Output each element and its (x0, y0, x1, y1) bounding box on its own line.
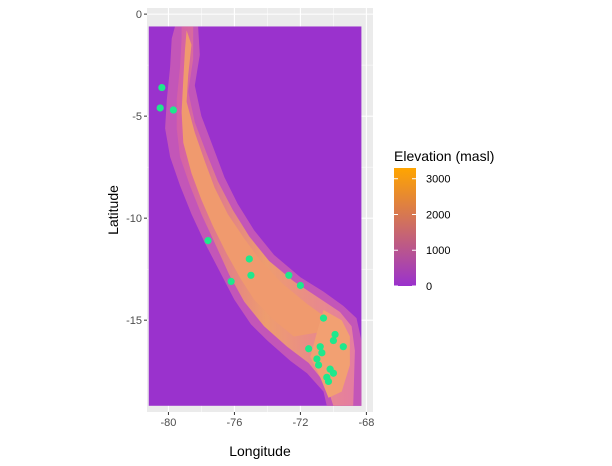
site-point (285, 271, 293, 279)
x-tick-label: -80 (160, 417, 176, 429)
site-point (305, 345, 313, 353)
site-point (204, 237, 212, 245)
site-point (339, 343, 347, 351)
legend-colorbar (394, 168, 416, 286)
site-point (316, 343, 324, 351)
altiplano-highlands (310, 310, 350, 398)
y-tick-label: -5 (132, 111, 142, 123)
site-point (156, 104, 164, 112)
x-axis-title: Longitude (229, 443, 291, 459)
legend: Elevation (masl) 0 1000 2000 3000 (394, 148, 494, 293)
site-point (331, 330, 339, 339)
elevation-raster (148, 26, 362, 406)
site-point (318, 349, 326, 357)
legend-break-label: 1000 (426, 245, 450, 257)
legend-title: Elevation (masl) (394, 148, 494, 164)
site-point (158, 83, 166, 92)
site-point (314, 361, 323, 369)
site-point (313, 355, 321, 363)
y-axis-title: Latitude (105, 185, 121, 235)
site-point (247, 271, 255, 279)
site-points (156, 83, 347, 385)
site-point (227, 277, 235, 286)
y-tick-label: -10 (126, 213, 142, 225)
site-point (324, 377, 333, 385)
legend-ticks: 0 1000 2000 3000 (394, 174, 450, 293)
legend-break-label: 0 (426, 281, 432, 293)
site-point (245, 255, 253, 263)
x-tick-label: -68 (358, 417, 374, 429)
legend-break-label: 3000 (426, 174, 450, 186)
site-point (329, 336, 338, 345)
x-tick-label: -76 (226, 417, 242, 429)
y-tick-label: 0 (136, 9, 142, 21)
legend-break-label: 2000 (426, 209, 450, 221)
site-point (169, 106, 177, 114)
axes: -80 -76 -72 -68 0 -5 -10 -15 (126, 9, 374, 429)
site-point (329, 369, 338, 377)
site-point (296, 281, 305, 290)
site-point (319, 314, 328, 322)
y-tick-label: -15 (126, 315, 142, 327)
x-tick-label: -72 (292, 417, 308, 429)
